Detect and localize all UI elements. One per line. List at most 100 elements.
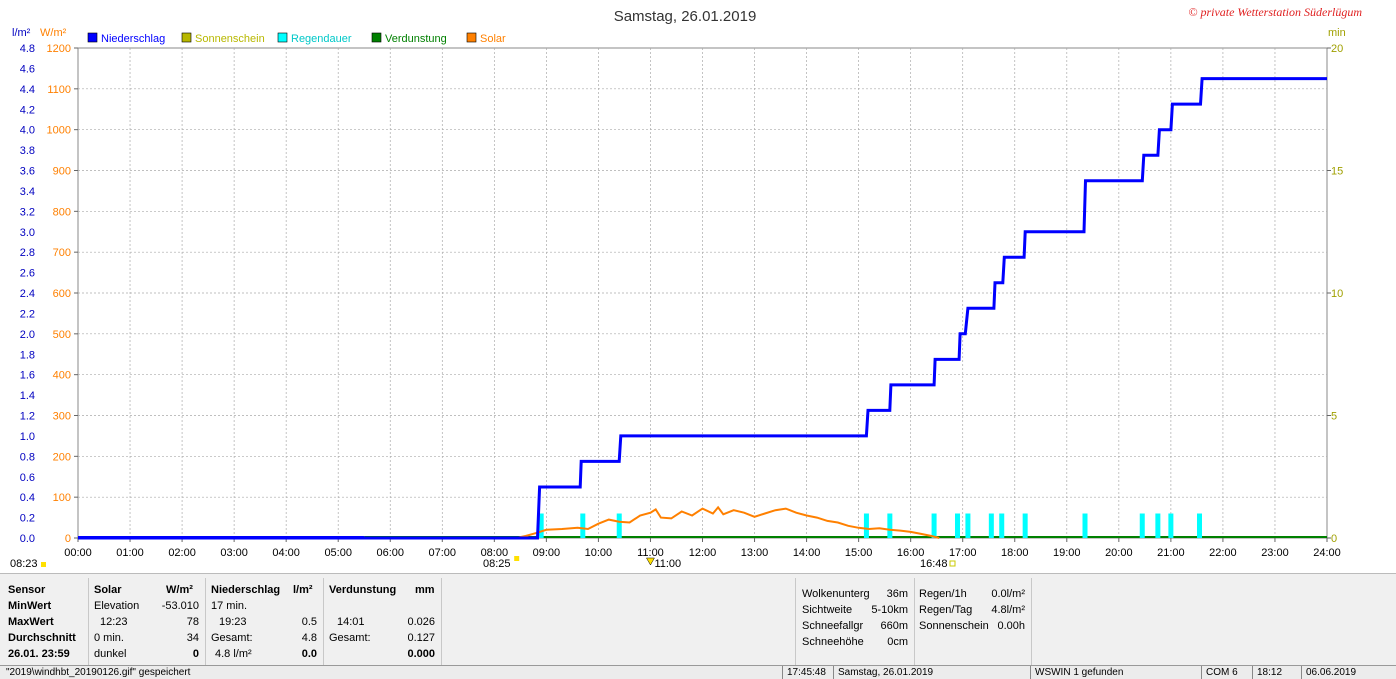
solar-line	[515, 505, 940, 539]
legend-label: Sonnenschein	[195, 33, 265, 45]
precip-min-label: 17 min.	[211, 600, 248, 612]
regendauer-bar	[931, 513, 937, 538]
x-tick-label: 19:00	[1053, 547, 1081, 559]
regendauer-bar	[863, 513, 869, 538]
precip-tick-label: 3.8	[20, 145, 35, 157]
legend-swatch	[371, 32, 382, 43]
legend-swatch	[277, 32, 288, 43]
cloud-label: Wolkenunterg	[802, 588, 870, 600]
precip-tick-label: 3.4	[20, 186, 35, 198]
sensor-column: Sensor MinWert MaxWert Durchschnitt 26.0…	[0, 578, 89, 666]
precip-total-label: Gesamt:	[211, 632, 253, 644]
x-tick-label: 16:00	[897, 547, 925, 559]
regendauer-bar	[965, 513, 971, 538]
evap-total-value: 0.127	[407, 632, 435, 644]
solar-current-value: 0	[192, 648, 199, 660]
series	[78, 77, 1327, 540]
solar-tick-label: 200	[53, 451, 71, 463]
solar-tick-label: 700	[53, 247, 71, 259]
precip-tick-label: 1.8	[20, 349, 35, 361]
regendauer-bar	[1196, 513, 1202, 538]
left-unit-precip: l/m²	[12, 27, 31, 39]
summary-panel: Sensor MinWert MaxWert Durchschnitt 26.0…	[0, 573, 1396, 679]
solar-tick-label: 1100	[47, 84, 71, 96]
x-tick-label: 09:00	[533, 547, 561, 559]
rain-hour-label: Regen/1h	[919, 588, 967, 600]
regendauer-bar	[955, 513, 961, 538]
weather-chart: Samstag, 26.01.2019 © private Wetterstat…	[10, 5, 1362, 570]
x-tick-label: 20:00	[1105, 547, 1133, 559]
durchschnitt-label: Durchschnitt	[8, 632, 76, 644]
x-tick-label: 23:00	[1261, 547, 1289, 559]
x-tick-label: 03:00	[220, 547, 248, 559]
snowline-value: 660m	[880, 620, 908, 632]
sunrise-label: 08:23	[10, 558, 38, 570]
solar-start-marker	[514, 556, 520, 561]
sunset-marker	[949, 560, 956, 567]
x-tick-label: 21:00	[1157, 547, 1185, 559]
cloud-column: Wolkenunterg 36m Sichtweite 5-10km Schne…	[795, 578, 915, 666]
precip-tick-label: 2.0	[20, 329, 35, 341]
solar-tick-label: 500	[53, 329, 71, 341]
status-bar: "2019\windhbt_20190126.gif" gespeichert …	[0, 665, 1396, 679]
niederschlag-line	[78, 77, 1327, 540]
right-unit: min	[1328, 27, 1346, 39]
precip-current-value: 0.0	[301, 648, 317, 660]
axes: 0.0 0.2 0.4 0.6 0.8 1.0 1.2 1.4 1.6 1.8 2.0 2.2 2.4 2…	[20, 43, 1344, 559]
minute-tick-label: 0	[1331, 533, 1337, 545]
solar-min-value: -53.010	[161, 600, 199, 612]
x-tick-label: 07:00	[429, 547, 457, 559]
minute-tick-label: 10	[1331, 288, 1343, 300]
x-tick-label: 15:00	[845, 547, 873, 559]
evap-header: Verdunstung	[329, 584, 397, 596]
precip-tick-label: 0.4	[20, 492, 35, 504]
evap-unit: mm	[415, 584, 435, 596]
x-tick-label: 11:00	[637, 547, 664, 559]
legend-label: Regendauer	[291, 33, 352, 45]
x-tick-label: 01:00	[116, 547, 144, 559]
regendauer-bar	[1082, 513, 1088, 538]
legend-label: Verdunstung	[385, 33, 447, 45]
cloud-value: 36m	[886, 588, 908, 600]
precip-tick-label: 2.2	[20, 308, 35, 320]
minute-tick-label: 15	[1331, 166, 1343, 178]
precip-total-value: 4.8	[301, 632, 317, 644]
visibility-value: 5-10km	[871, 604, 908, 616]
left-unit-solar: W/m²	[40, 27, 67, 39]
status-time: 17:45:48	[782, 666, 831, 679]
regendauer-bar	[1155, 513, 1161, 538]
status-connection: WSWIN 1 gefunden	[1030, 666, 1203, 679]
legend-label: Solar	[480, 33, 506, 45]
solar-tick-label: 400	[53, 370, 71, 382]
precip-header: Niederschlag	[211, 584, 281, 596]
solar-avg-value: 34	[186, 632, 199, 644]
datetime-label: 26.01. 23:59	[8, 648, 70, 660]
rain-day-label: Regen/Tag	[919, 604, 973, 616]
precip-tick-label: 2.8	[20, 247, 35, 259]
regendauer-bar	[616, 513, 622, 538]
x-tick-label: 00:00	[64, 547, 92, 559]
regendauer-bar	[580, 513, 586, 538]
grid	[77, 47, 1328, 539]
precip-tick-label: 1.6	[20, 370, 35, 382]
x-tick-label: 02:00	[168, 547, 196, 559]
maxwert-label: MaxWert	[8, 616, 54, 628]
precip-tick-label: 4.8	[20, 43, 35, 55]
rain-day-value: 4.8l/m²	[991, 604, 1025, 616]
evap-max-value: 0.026	[407, 616, 435, 628]
status-date: Samstag, 26.01.2019	[833, 666, 1030, 679]
precip-tick-label: 3.2	[20, 206, 35, 218]
minute-tick-label: 20	[1331, 43, 1343, 55]
precip-tick-label: 4.4	[20, 84, 35, 96]
sensor-header: Sensor	[8, 584, 46, 596]
solar-tick-label: 0	[65, 533, 71, 545]
minwert-label: MinWert	[8, 600, 52, 612]
x-tick-label: 12:00	[689, 547, 717, 559]
solar-tick-label: 1200	[47, 43, 71, 55]
solar-tick-label: 300	[53, 411, 71, 423]
precip-tick-label: 0.2	[20, 513, 35, 525]
x-tick-label: 14:00	[793, 547, 821, 559]
status-port: COM 6	[1201, 666, 1250, 679]
x-tick-label: 06:00	[376, 547, 404, 559]
precip-tick-label: 3.6	[20, 166, 35, 178]
